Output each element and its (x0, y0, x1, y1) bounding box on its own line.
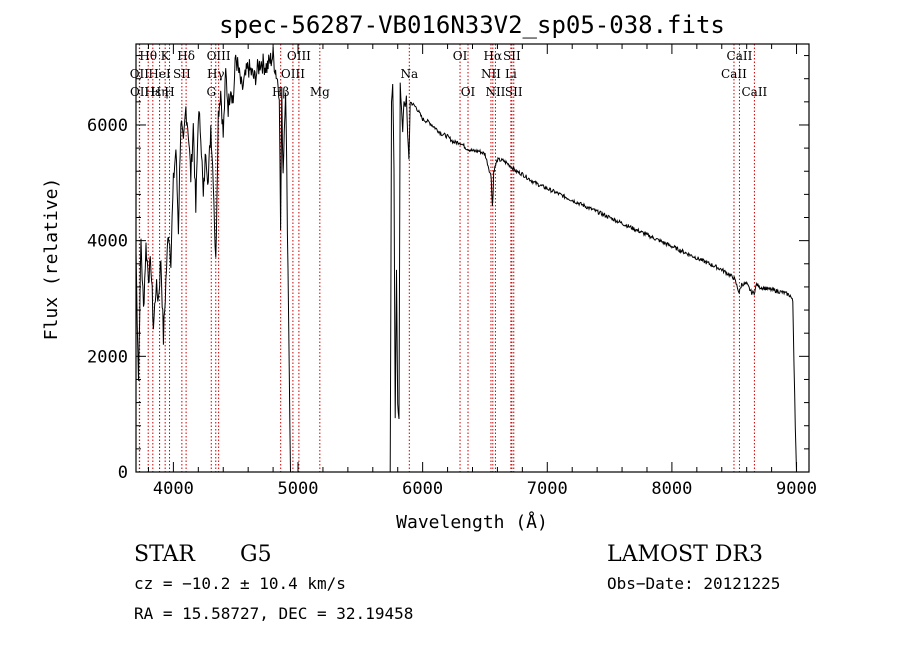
spectral-line-label: HeI (148, 67, 171, 81)
spectral-line-label: Hδ (177, 49, 195, 63)
spectral-line-label: CaII (741, 85, 767, 99)
x-tick-label: 8000 (651, 479, 692, 499)
x-axis-ticks: 4000 5000 6000 7000 8000 9000 (147, 44, 817, 499)
spectral-line-label: Hα (484, 49, 503, 63)
spectral-line-label: OI (453, 49, 468, 63)
x-axis-label: Wavelength (Å) (396, 511, 548, 533)
spectral-line-label: Hε (144, 85, 161, 99)
y-axis-ticks: 0 2000 4000 6000 (87, 55, 809, 483)
x-tick-label: 9000 (776, 479, 817, 499)
x-tick-label: 4000 (153, 479, 194, 499)
x-tick-label: 6000 (402, 479, 443, 499)
coordinates-label: RA = 15.58727, DEC = 32.19458 (134, 604, 413, 623)
spectral-line-label: OII (130, 85, 150, 99)
plot-frame (135, 43, 810, 473)
spectral-line-label: Mg (310, 85, 330, 99)
x-tick-label: 7000 (527, 479, 568, 499)
spectral-line-label: NII (481, 67, 501, 81)
y-tick-label: 0 (118, 463, 128, 483)
spectral-line-label: Na (400, 67, 418, 81)
spectral-line-label: SII (173, 67, 191, 81)
spectral-line-label: SII (503, 49, 521, 63)
spectral-line-label: H (164, 85, 174, 99)
spectral-line-label: NII (485, 85, 505, 99)
spectral-line-markers (138, 44, 755, 472)
spectral-line-label: CaII (727, 49, 753, 63)
spectral-line-label: Li (505, 67, 517, 81)
y-tick-label: 6000 (87, 116, 128, 136)
spectral-line-label: CaII (721, 67, 747, 81)
spectral-line-label: OI (461, 85, 476, 99)
survey-label: LAMOST DR3 (607, 542, 763, 567)
y-tick-label: 2000 (87, 347, 128, 367)
spectral-line-label: SII (505, 85, 523, 99)
spectrum-series-line (135, 46, 797, 473)
redshift-label: cz = −10.2 ± 10.4 km/s (134, 574, 346, 593)
spectral-line-label: Hγ (207, 67, 225, 81)
x-tick-label: 5000 (278, 479, 319, 499)
spectral-line-label: OIII (281, 67, 305, 81)
y-tick-label: 4000 (87, 232, 128, 252)
spectral-line-label: G (206, 85, 216, 99)
spectral-line-label: OIII (287, 49, 311, 63)
y-axis-label: Flux (relative) (41, 178, 62, 341)
object-class-label: STAR (134, 542, 196, 567)
spectral-line-label: Hθ (139, 49, 157, 63)
spectral-line-label: Hη (151, 85, 169, 99)
chart-title: spec-56287-VB016N33V2_sp05-038.fits (219, 11, 725, 39)
subclass-label: G5 (240, 542, 272, 567)
spectral-line-label: Hβ (272, 85, 289, 99)
obs-date-label: Obs−Date: 20121225 (607, 574, 780, 593)
spectral-line-label: OIII (207, 49, 231, 63)
spectral-line-label: OII (130, 67, 150, 81)
spectral-line-label: K (161, 49, 171, 63)
